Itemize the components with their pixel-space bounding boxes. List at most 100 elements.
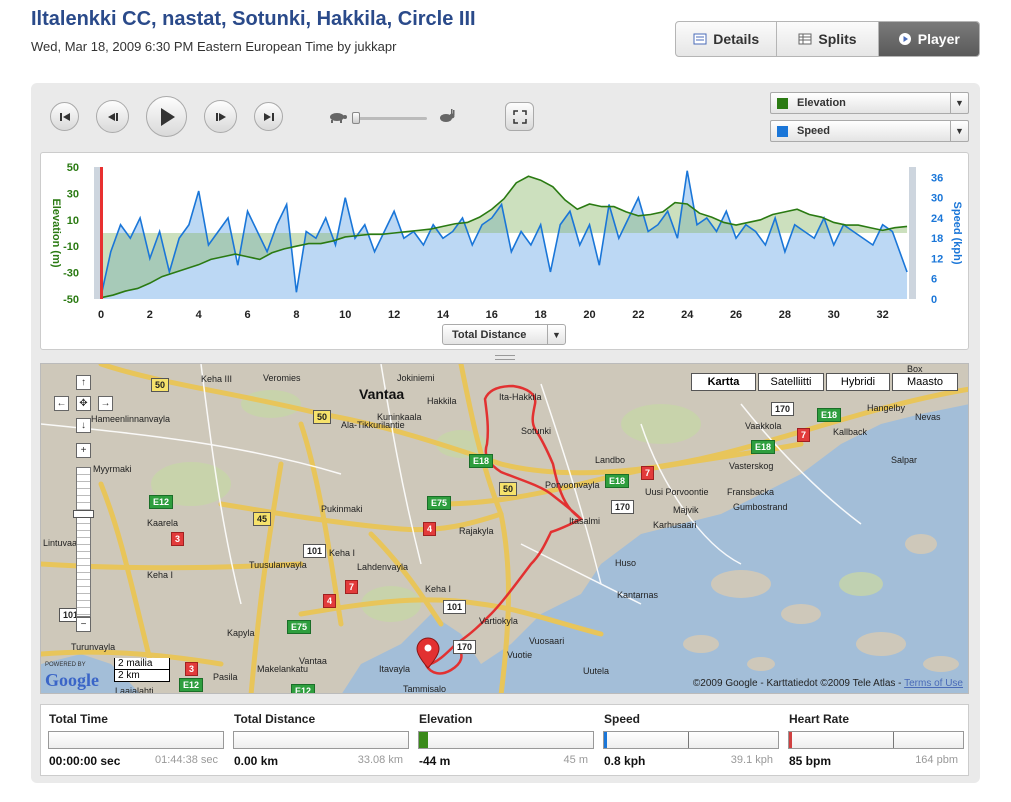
map-place-label: Majvik (673, 505, 699, 515)
step-forward-icon (215, 112, 226, 121)
distance-tick-label: 32 (876, 309, 888, 321)
metric-select-speed[interactable]: Speed ▼ (770, 120, 969, 142)
playback-speed-slider[interactable] (355, 117, 427, 120)
speed-tick-label: 0 (931, 294, 937, 306)
islands (683, 534, 959, 672)
speed-color-swatch (777, 125, 788, 137)
tab-player-label: Player (917, 31, 960, 47)
distance-tick-label: 30 (828, 309, 840, 321)
stat-current-value: 85 bpm (789, 754, 832, 768)
map-place-label: Vaakkola (745, 421, 782, 431)
road-shield: 170 (611, 500, 635, 514)
step-back-button[interactable] (96, 100, 129, 133)
stat-progress-bar (233, 731, 409, 749)
stat-current-value: 0.00 km (234, 754, 279, 768)
pan-left-icon[interactable]: ← (54, 396, 69, 411)
skip-to-end-button[interactable] (254, 102, 283, 131)
map-place-label: Jokiniemi (397, 373, 435, 383)
map-place-label: Lintuvaara (43, 538, 86, 548)
google-logo[interactable]: POWERED BY Google (45, 662, 99, 691)
map-place-label: Kallback (833, 427, 868, 437)
map-type-maasto[interactable]: Maasto (892, 373, 958, 391)
distance-tick-label: 14 (437, 309, 450, 321)
stat-elevation: Elevation -44 m 45 m (411, 705, 596, 777)
tab-splits[interactable]: Splits (777, 22, 879, 56)
metric-select-elevation[interactable]: Elevation ▼ (770, 92, 969, 114)
road-shield: E12 (291, 684, 316, 693)
major-roads (41, 364, 968, 693)
distance-tick-label: 2 (147, 309, 153, 321)
road-shield: 3 (185, 662, 199, 676)
elevation-tick-label: -10 (63, 241, 79, 253)
map-place-label: Ita-Hakkila (499, 392, 542, 402)
pan-center-icon[interactable]: ✥ (76, 396, 91, 411)
splits-icon (798, 33, 812, 45)
map-place-label: Tuusulanvayla (249, 560, 307, 570)
distance-tick-label: 0 (98, 309, 104, 321)
map-place-label: Fransbacka (727, 487, 775, 497)
elevation-tick-label: 30 (67, 188, 79, 200)
elevation-line (100, 175, 908, 299)
road-shield: 50 (151, 378, 170, 392)
distance-tick-label: 16 (486, 309, 498, 321)
road-shield: 50 (499, 482, 518, 496)
zoom-in-icon[interactable]: + (76, 443, 91, 458)
road-shield: 101 (443, 600, 467, 614)
tab-player[interactable]: Player (878, 22, 979, 56)
elevation-tick-label: -30 (63, 268, 79, 280)
stat-total-distance: Total Distance 0.00 km 33.08 km (226, 705, 411, 777)
fullscreen-button[interactable] (505, 102, 534, 131)
map-type-satelliitti[interactable]: Satelliitti (758, 373, 824, 391)
play-button[interactable] (146, 96, 187, 137)
tab-details[interactable]: Details (676, 22, 778, 56)
map-place-label: Myyrmaki (93, 464, 132, 474)
profile-chart[interactable]: 50 30 10 -10 -30 -50 36 30 24 18 12 6 0 0 2 4 6 8 10 12 14 16… (40, 152, 969, 350)
skip-to-start-button[interactable] (50, 102, 79, 131)
distance-tick-label: 28 (779, 309, 791, 321)
pan-down-icon[interactable]: ↓ (76, 418, 91, 433)
pan-right-icon[interactable]: → (98, 396, 113, 411)
zoom-out-icon[interactable]: − (76, 617, 91, 632)
map-place-label: Huso (615, 558, 637, 568)
zoom-slider[interactable] (76, 467, 91, 617)
minor-roads (41, 364, 862, 605)
stat-average-mark (893, 732, 895, 748)
speed-tick-label: 18 (931, 233, 943, 245)
map-place-label: Keha III (201, 374, 233, 384)
terms-of-use-link[interactable]: Terms of Use (904, 678, 963, 689)
stat-label: Speed (604, 712, 641, 726)
zoom-slider-thumb[interactable] (73, 510, 94, 518)
metric-select-speed-label: Speed (797, 125, 831, 137)
distance-tick-label: 8 (293, 309, 299, 321)
map[interactable]: Vantaa Veromies Jokiniemi Kuninkaala Hakkila… (40, 363, 969, 694)
route-track (425, 384, 584, 667)
road-shield: 7 (641, 466, 655, 480)
map-type-kartta[interactable]: Kartta (691, 373, 756, 391)
sea-area (641, 554, 701, 594)
elevation-tick-label: -50 (63, 294, 79, 306)
map-place-label: Ala-Tikkurilantie (341, 420, 405, 430)
map-type-hybridi[interactable]: Hybridi (826, 373, 890, 391)
stat-label: Total Distance (234, 712, 316, 726)
map-place-label: Vantaa (359, 386, 405, 402)
map-place-label: Uusi Porvoontie (645, 487, 709, 497)
metric-select-elevation-label: Elevation (797, 97, 846, 109)
map-place-label: Keha I (147, 570, 174, 580)
speed-axis-label: Speed (kph) (951, 202, 963, 265)
map-canvas[interactable] (41, 364, 969, 694)
step-forward-button[interactable] (204, 100, 237, 133)
playback-speed-thumb[interactable] (352, 112, 360, 124)
map-place-label: Porvoonvayla (545, 480, 600, 490)
chevron-down-icon: ▼ (950, 93, 968, 113)
skip-to-start-icon (59, 112, 70, 121)
distance-tick-label: 4 (196, 309, 203, 321)
elevation-color-swatch (777, 97, 788, 109)
pan-up-icon[interactable]: ↑ (76, 375, 91, 390)
map-place-label: Hameenlinnanvayla (91, 414, 171, 424)
stat-progress-fill (419, 732, 428, 748)
x-axis-select[interactable]: Total Distance ▼ (442, 324, 566, 345)
stat-progress-bar (48, 731, 224, 749)
details-icon (693, 33, 707, 45)
resize-grip[interactable] (495, 355, 515, 360)
